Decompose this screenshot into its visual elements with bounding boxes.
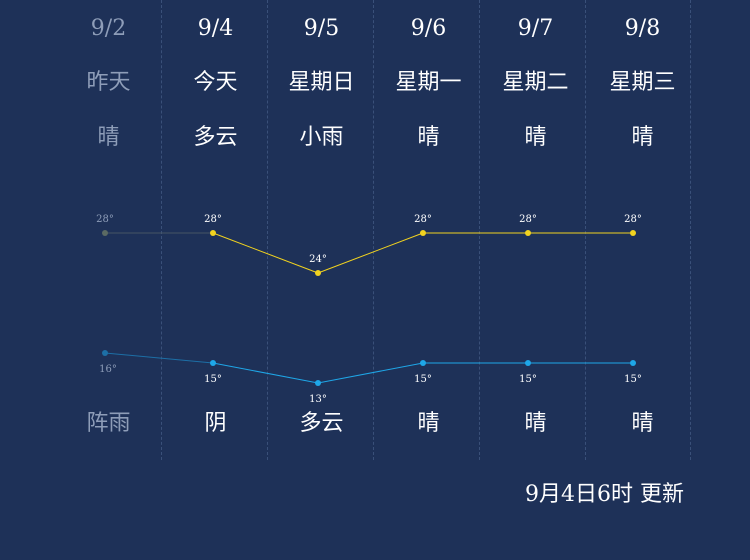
- high-temp-label: 28°: [624, 214, 642, 225]
- day-name: 星期一: [395, 70, 462, 95]
- low-temp-point: [210, 360, 216, 366]
- date-label: 9/7: [517, 16, 554, 41]
- night-weather: 阴: [204, 411, 227, 436]
- column-divider: [161, 0, 162, 460]
- low-temp-label: 15°: [414, 374, 432, 385]
- high-temp-point: [420, 230, 426, 236]
- low-temp-line-segment: [317, 362, 424, 384]
- low-temp-label: 15°: [204, 374, 222, 385]
- night-weather: 阵雨: [86, 411, 131, 436]
- day-name: 昨天: [86, 70, 131, 95]
- night-weather: 晴: [631, 411, 654, 436]
- column-divider: [690, 0, 691, 460]
- low-temp-label: 15°: [519, 374, 537, 385]
- night-weather: 晴: [417, 411, 440, 436]
- high-temp-point: [102, 230, 108, 236]
- high-temp-line-segment: [212, 232, 319, 274]
- day-name: 今天: [193, 70, 238, 95]
- low-temp-label: 16°: [99, 364, 117, 375]
- day-weather: 晴: [417, 125, 440, 150]
- day-weather: 晴: [631, 125, 654, 150]
- high-temp-label: 28°: [519, 214, 537, 225]
- day-weather: 多云: [193, 125, 238, 150]
- day-weather: 晴: [524, 125, 547, 150]
- day-weather: 小雨: [299, 125, 344, 150]
- temperature-chart: 28° 28° 24° 28° 28° 28° 16° 15° 13° 15° 15° 15°: [96, 214, 642, 405]
- date-label: 9/8: [624, 16, 661, 41]
- day-column: 9/5 星期日小雨多云: [268, 0, 375, 460]
- day-name: 星期日: [288, 70, 355, 95]
- low-temp-point: [420, 360, 426, 366]
- date-label: 9/5: [303, 16, 340, 41]
- day-name: 星期三: [609, 70, 676, 95]
- low-temp-point: [525, 360, 531, 366]
- low-temp-line-segment: [212, 362, 319, 384]
- low-temp-point: [315, 380, 321, 386]
- high-temp-line-segment: [317, 232, 424, 274]
- low-temp-line-segment: [104, 352, 214, 364]
- column-divider: [373, 0, 374, 460]
- update-time: 9月4日6时 更新: [525, 482, 684, 507]
- date-label: 9/2: [90, 16, 127, 41]
- day-column: 9/2 昨天晴阵雨: [55, 0, 162, 460]
- column-divider: [479, 0, 480, 460]
- day-column: 9/7 星期二晴晴: [482, 0, 589, 460]
- date-label: 9/4: [197, 16, 234, 41]
- high-temp-point: [315, 270, 321, 276]
- night-weather: 晴: [524, 411, 547, 436]
- column-divider: [267, 0, 268, 460]
- high-temp-point: [210, 230, 216, 236]
- day-column: 9/6 星期一晴晴: [375, 0, 482, 460]
- high-temp-point: [630, 230, 636, 236]
- date-label: 9/6: [410, 16, 447, 41]
- night-weather: 多云: [299, 411, 344, 436]
- high-temp-point: [525, 230, 531, 236]
- day-column: 9/8 星期三晴晴: [589, 0, 696, 460]
- low-temp-point: [630, 360, 636, 366]
- column-divider: [585, 0, 586, 460]
- high-temp-label: 28°: [204, 214, 222, 225]
- low-temp-point: [102, 350, 108, 356]
- low-temp-label: 13°: [309, 394, 327, 405]
- day-name: 星期二: [502, 70, 569, 95]
- high-temp-label: 24°: [309, 254, 327, 265]
- high-temp-label: 28°: [96, 214, 114, 225]
- high-temp-label: 28°: [414, 214, 432, 225]
- day-weather: 晴: [97, 125, 120, 150]
- day-column: 9/4 今天多云阴: [162, 0, 269, 460]
- low-temp-label: 15°: [624, 374, 642, 385]
